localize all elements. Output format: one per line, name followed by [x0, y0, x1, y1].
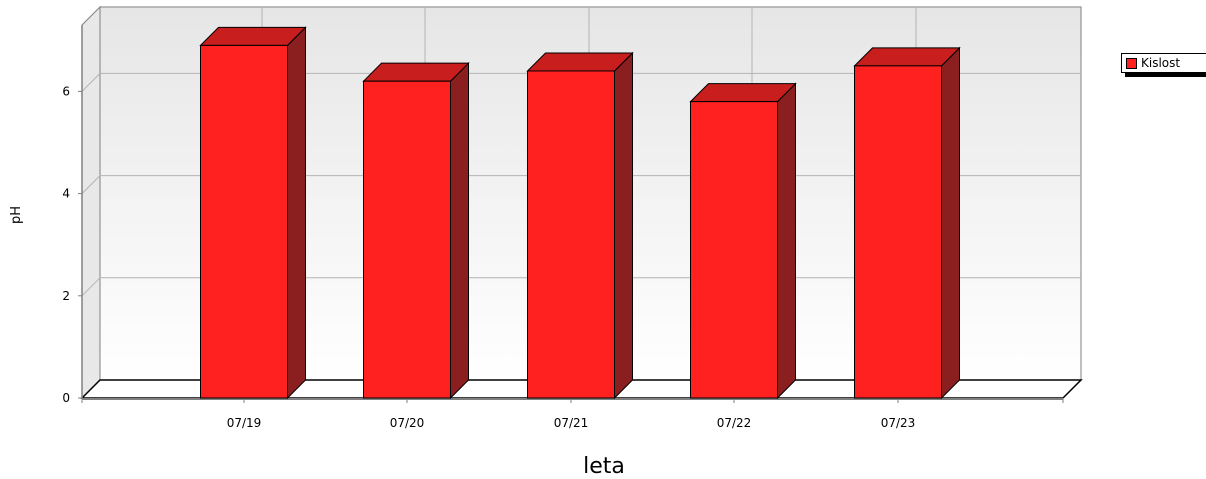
bar-top — [199, 26, 307, 46]
legend-label: Kislost — [1141, 56, 1181, 70]
bar-07-22 — [689, 82, 797, 400]
bar-top — [526, 52, 634, 72]
gridline-side — [81, 175, 101, 194]
legend-swatch — [1126, 57, 1137, 69]
bar-07-21 — [526, 51, 634, 400]
bar-front — [363, 80, 451, 399]
bar-front — [854, 65, 942, 399]
bar-top — [362, 62, 470, 82]
legend: Kislost — [1121, 53, 1206, 73]
bar-front — [527, 70, 615, 399]
x-tick-label: 07/20 — [390, 416, 425, 430]
y-tick-label: 4 — [62, 187, 70, 201]
bar-07-20 — [362, 61, 470, 400]
bar-07-19 — [199, 26, 307, 400]
bar-side — [941, 46, 960, 400]
x-axis-title: leta — [583, 454, 625, 479]
x-tick-label: 07/23 — [881, 416, 916, 430]
gridline-side — [81, 277, 101, 297]
plot-side-wall — [81, 5, 101, 400]
y-tick-label: 0 — [62, 391, 70, 405]
bar-07-23 — [853, 46, 961, 400]
bar-top — [689, 83, 797, 103]
bar-front — [690, 101, 778, 399]
x-tick-label: 07/22 — [717, 416, 752, 430]
bar-side — [287, 26, 306, 400]
x-tick-label: 07/19 — [227, 416, 262, 430]
gridline-side — [81, 73, 101, 92]
y-tick-label: 2 — [62, 289, 70, 303]
y-axis-title: pH — [9, 206, 24, 224]
bar-front — [200, 44, 288, 399]
bar-side — [614, 51, 633, 400]
bar-side — [777, 82, 796, 400]
bar-side — [450, 61, 469, 400]
x-tick-label: 07/21 — [554, 416, 589, 430]
y-tick-label: 6 — [62, 84, 70, 98]
bar-top — [853, 47, 961, 67]
